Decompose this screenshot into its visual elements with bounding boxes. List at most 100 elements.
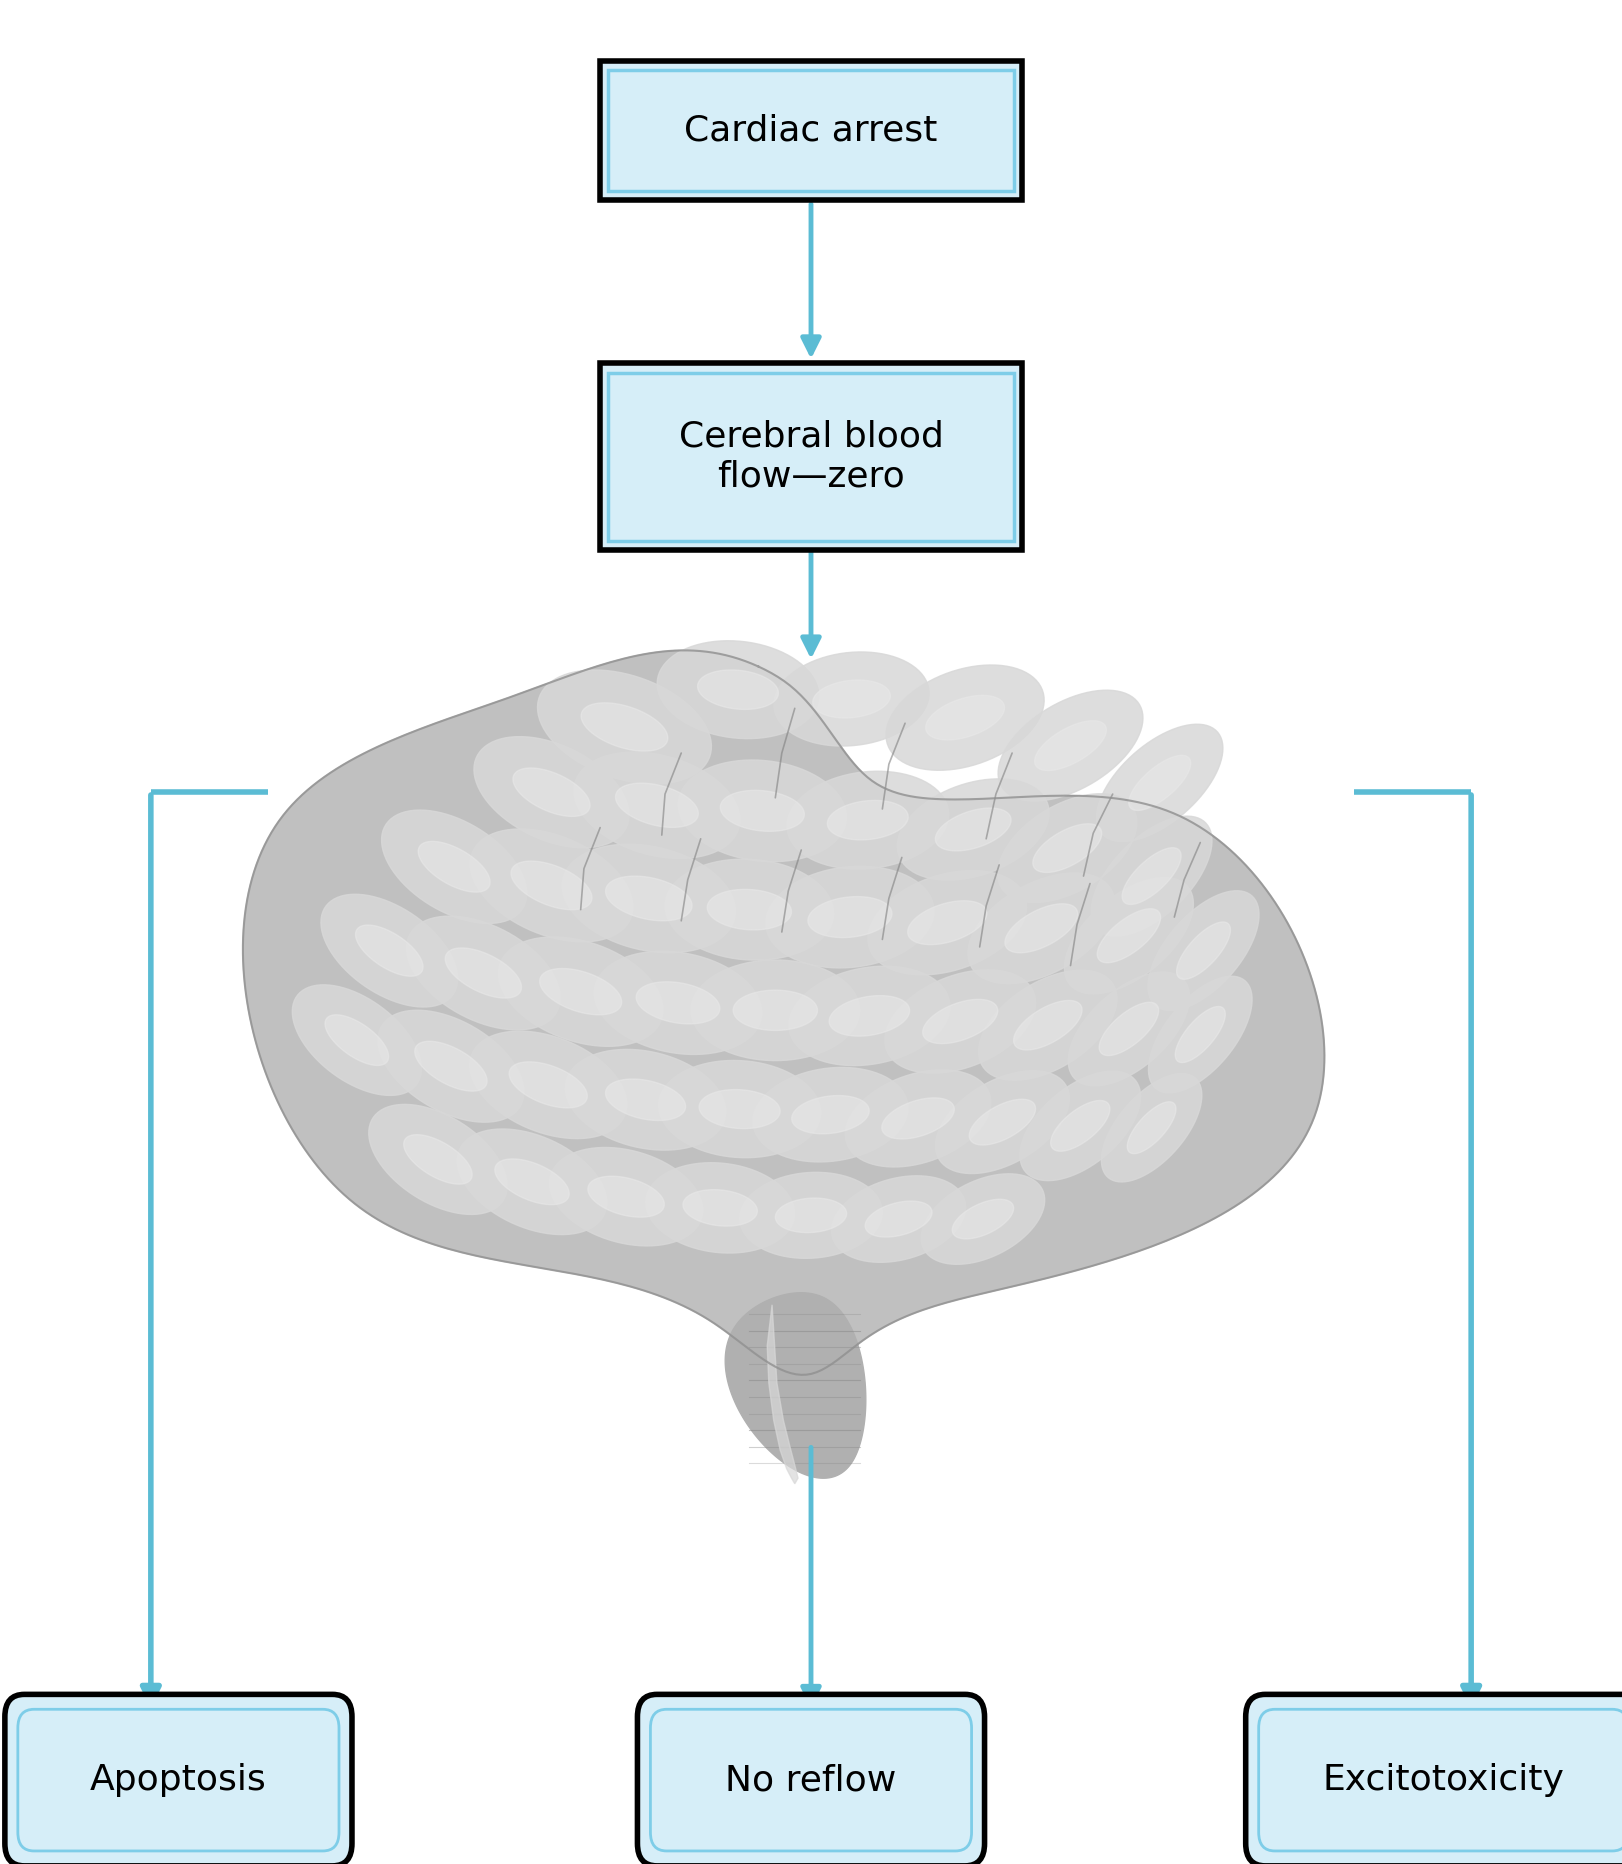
Text: No reflow: No reflow	[725, 1763, 897, 1797]
Polygon shape	[845, 1070, 991, 1167]
Polygon shape	[921, 1174, 1045, 1264]
Polygon shape	[615, 783, 699, 828]
Polygon shape	[699, 1090, 780, 1128]
Polygon shape	[865, 1200, 933, 1238]
Polygon shape	[886, 665, 1045, 770]
Polygon shape	[998, 690, 1144, 802]
Polygon shape	[1020, 1072, 1140, 1180]
Polygon shape	[766, 867, 934, 967]
Polygon shape	[470, 829, 633, 941]
Polygon shape	[832, 1176, 965, 1262]
Polygon shape	[787, 772, 949, 869]
Polygon shape	[707, 889, 792, 930]
Polygon shape	[368, 1103, 508, 1215]
Polygon shape	[1051, 1100, 1109, 1152]
Polygon shape	[574, 751, 740, 859]
Polygon shape	[923, 999, 998, 1044]
Polygon shape	[968, 872, 1114, 984]
Polygon shape	[446, 949, 522, 997]
Polygon shape	[457, 1130, 607, 1234]
Polygon shape	[767, 1305, 798, 1484]
FancyBboxPatch shape	[1246, 1694, 1622, 1864]
Polygon shape	[678, 761, 847, 861]
Polygon shape	[1129, 755, 1191, 811]
FancyBboxPatch shape	[637, 1694, 985, 1864]
Polygon shape	[509, 1062, 587, 1107]
Polygon shape	[740, 1172, 882, 1258]
Polygon shape	[998, 794, 1137, 902]
Polygon shape	[470, 1031, 626, 1139]
Polygon shape	[1096, 910, 1161, 962]
Polygon shape	[1101, 1074, 1202, 1182]
Polygon shape	[563, 844, 735, 953]
Polygon shape	[418, 841, 490, 893]
Polygon shape	[1100, 1003, 1158, 1055]
Polygon shape	[774, 652, 929, 746]
Polygon shape	[550, 1148, 702, 1245]
Polygon shape	[581, 703, 668, 751]
Polygon shape	[498, 938, 663, 1046]
Polygon shape	[355, 925, 423, 977]
Polygon shape	[605, 1079, 686, 1120]
Polygon shape	[1064, 878, 1194, 994]
Polygon shape	[321, 895, 457, 1007]
Polygon shape	[908, 900, 986, 945]
Polygon shape	[1148, 977, 1252, 1092]
Polygon shape	[788, 966, 950, 1066]
Polygon shape	[657, 641, 819, 738]
Polygon shape	[415, 1042, 487, 1090]
FancyBboxPatch shape	[650, 1709, 972, 1851]
Polygon shape	[697, 669, 779, 710]
Polygon shape	[636, 982, 720, 1023]
Text: Cerebral blood
flow—zero: Cerebral blood flow—zero	[678, 419, 944, 494]
Polygon shape	[540, 969, 621, 1014]
Polygon shape	[868, 870, 1027, 975]
Polygon shape	[829, 995, 910, 1036]
Polygon shape	[827, 800, 908, 841]
Polygon shape	[886, 969, 1035, 1074]
Polygon shape	[775, 1199, 847, 1232]
Polygon shape	[733, 990, 817, 1031]
Polygon shape	[1127, 1102, 1176, 1154]
Polygon shape	[1148, 891, 1259, 1010]
FancyBboxPatch shape	[1259, 1709, 1622, 1851]
FancyBboxPatch shape	[18, 1709, 339, 1851]
Text: Cardiac arrest: Cardiac arrest	[684, 114, 938, 147]
Polygon shape	[1096, 725, 1223, 841]
FancyBboxPatch shape	[5, 1694, 352, 1864]
Polygon shape	[691, 960, 860, 1061]
Polygon shape	[407, 915, 560, 1031]
Polygon shape	[936, 809, 1011, 850]
Polygon shape	[378, 1010, 524, 1122]
Polygon shape	[381, 811, 527, 923]
Polygon shape	[495, 1159, 569, 1204]
Polygon shape	[537, 669, 712, 785]
Polygon shape	[808, 897, 892, 938]
Text: Excitotoxicity: Excitotoxicity	[1322, 1763, 1565, 1797]
Polygon shape	[792, 1096, 869, 1133]
Polygon shape	[1014, 1001, 1082, 1049]
Polygon shape	[1069, 971, 1189, 1087]
FancyBboxPatch shape	[608, 373, 1014, 541]
Polygon shape	[243, 651, 1325, 1376]
Polygon shape	[1035, 721, 1106, 770]
Polygon shape	[587, 1176, 665, 1217]
Polygon shape	[897, 779, 1049, 880]
FancyBboxPatch shape	[600, 363, 1022, 550]
Polygon shape	[594, 951, 762, 1055]
Polygon shape	[952, 1199, 1014, 1240]
Polygon shape	[1122, 848, 1181, 904]
Text: Apoptosis: Apoptosis	[91, 1763, 266, 1797]
FancyBboxPatch shape	[608, 69, 1014, 190]
Polygon shape	[646, 1163, 795, 1253]
Polygon shape	[1176, 923, 1231, 979]
Polygon shape	[511, 861, 592, 910]
Polygon shape	[882, 1098, 954, 1139]
Polygon shape	[1033, 824, 1101, 872]
Polygon shape	[926, 695, 1004, 740]
FancyBboxPatch shape	[600, 60, 1022, 199]
Polygon shape	[813, 680, 890, 718]
Polygon shape	[474, 736, 629, 848]
Polygon shape	[566, 1049, 725, 1150]
Polygon shape	[970, 1100, 1035, 1144]
